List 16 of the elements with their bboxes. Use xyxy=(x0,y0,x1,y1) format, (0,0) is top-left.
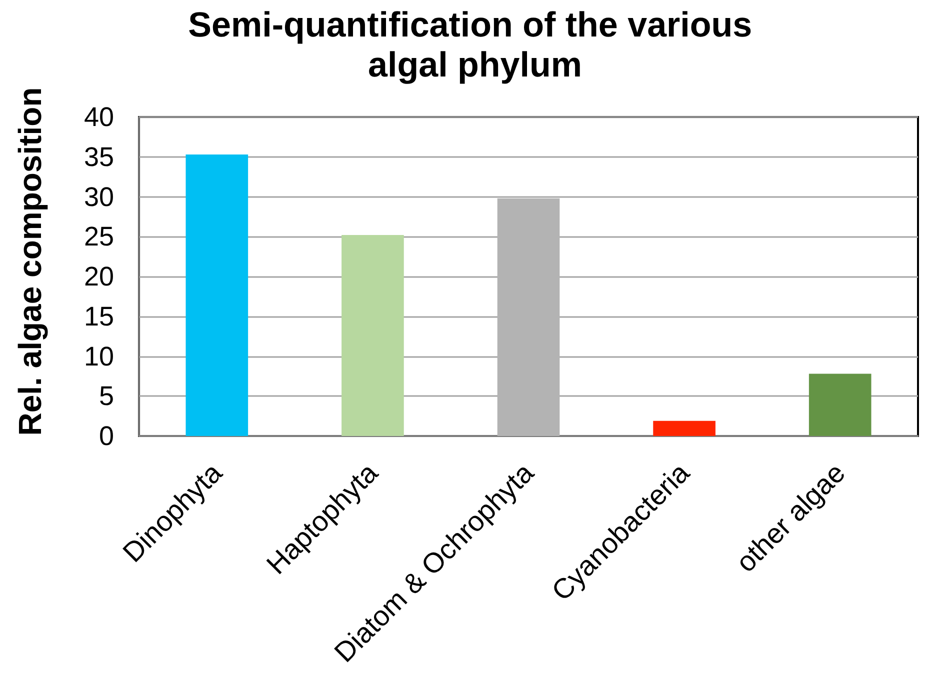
y-tick-label: 25 xyxy=(84,222,114,252)
bar xyxy=(342,235,404,436)
bar xyxy=(497,198,560,436)
y-tick-label: 5 xyxy=(98,381,114,412)
chart-title: Semi-quantification of the various algal phylum xyxy=(188,6,762,84)
y-tick-label: 20 xyxy=(84,262,114,292)
bar xyxy=(653,420,716,436)
y-tick-label: 0 xyxy=(98,421,114,451)
y-tick-label: 40 xyxy=(84,102,114,132)
y-tick-label: 15 xyxy=(84,301,114,332)
bar xyxy=(186,154,248,436)
bar xyxy=(808,374,872,436)
y-axis-title: Rel. algae composition xyxy=(12,87,48,436)
y-tick-label: 30 xyxy=(84,182,114,212)
y-tick-label: 35 xyxy=(84,142,114,172)
y-tick-label: 10 xyxy=(84,341,114,372)
